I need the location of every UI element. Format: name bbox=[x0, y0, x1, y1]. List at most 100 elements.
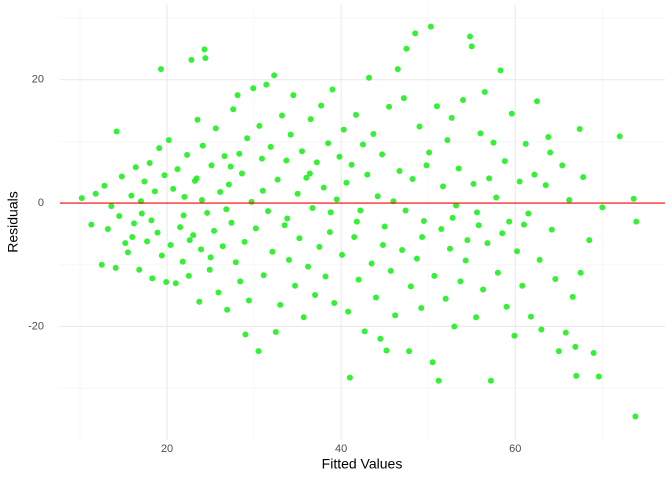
point bbox=[284, 215, 291, 222]
point bbox=[400, 95, 407, 102]
point bbox=[542, 182, 549, 189]
point bbox=[493, 194, 500, 201]
point bbox=[418, 304, 425, 311]
point bbox=[252, 225, 259, 232]
point bbox=[364, 171, 371, 178]
point bbox=[129, 234, 136, 240]
point bbox=[101, 182, 108, 189]
point bbox=[464, 237, 471, 244]
point bbox=[202, 55, 209, 62]
point bbox=[595, 373, 602, 380]
point bbox=[228, 219, 235, 226]
point bbox=[406, 348, 413, 355]
point bbox=[348, 161, 355, 168]
point bbox=[396, 167, 403, 174]
point bbox=[366, 74, 373, 81]
point bbox=[283, 157, 290, 164]
point bbox=[403, 45, 410, 52]
point bbox=[345, 308, 352, 315]
point bbox=[416, 123, 423, 130]
point bbox=[248, 198, 255, 205]
point bbox=[361, 328, 368, 335]
point bbox=[487, 377, 494, 384]
point bbox=[281, 222, 288, 229]
point bbox=[113, 128, 120, 135]
point bbox=[555, 348, 562, 355]
point bbox=[227, 163, 234, 170]
point bbox=[312, 292, 319, 298]
point bbox=[616, 133, 623, 140]
point bbox=[277, 301, 284, 308]
point bbox=[219, 243, 226, 250]
x-tick-label: 60 bbox=[509, 443, 521, 455]
point bbox=[339, 251, 346, 258]
point bbox=[204, 209, 211, 216]
point bbox=[190, 232, 197, 239]
point bbox=[144, 238, 151, 245]
point bbox=[238, 170, 245, 177]
point bbox=[199, 142, 206, 149]
point bbox=[138, 210, 145, 217]
y-tick-label: -20 bbox=[28, 320, 44, 332]
point bbox=[486, 175, 493, 182]
point bbox=[511, 332, 518, 339]
point bbox=[158, 252, 165, 259]
point bbox=[146, 159, 153, 166]
point bbox=[475, 222, 482, 229]
point bbox=[258, 155, 265, 162]
point bbox=[431, 272, 438, 279]
point bbox=[208, 162, 215, 169]
point bbox=[473, 209, 480, 216]
point bbox=[427, 23, 434, 30]
point bbox=[303, 174, 310, 181]
x-tick-label: 20 bbox=[161, 443, 173, 455]
point bbox=[343, 179, 350, 186]
point bbox=[318, 102, 325, 109]
point bbox=[177, 224, 184, 231]
point bbox=[206, 266, 213, 273]
point bbox=[108, 203, 115, 210]
point bbox=[569, 293, 576, 300]
point bbox=[387, 267, 394, 274]
y-tick-label: 20 bbox=[32, 74, 44, 86]
point bbox=[237, 278, 244, 285]
point bbox=[250, 85, 257, 92]
point bbox=[494, 269, 501, 276]
point bbox=[224, 306, 231, 313]
point bbox=[399, 246, 406, 253]
point bbox=[128, 192, 135, 199]
point bbox=[271, 72, 278, 79]
x-axis-title: Fitted Values bbox=[322, 456, 403, 472]
point bbox=[194, 116, 201, 123]
point bbox=[149, 275, 156, 282]
point bbox=[274, 176, 281, 183]
point bbox=[198, 196, 205, 203]
point bbox=[457, 278, 464, 285]
point bbox=[490, 139, 497, 146]
point bbox=[599, 204, 606, 211]
point bbox=[559, 162, 566, 169]
point bbox=[165, 137, 172, 144]
point bbox=[161, 172, 168, 179]
point bbox=[383, 347, 390, 354]
point bbox=[633, 218, 640, 225]
point bbox=[296, 235, 303, 242]
point bbox=[407, 283, 414, 290]
y-tick-label: 0 bbox=[38, 197, 44, 209]
point bbox=[294, 190, 301, 197]
point bbox=[215, 289, 222, 296]
point bbox=[412, 30, 419, 37]
point bbox=[442, 295, 449, 302]
point bbox=[580, 174, 587, 181]
point bbox=[104, 225, 111, 232]
point bbox=[501, 158, 508, 165]
point bbox=[481, 89, 488, 95]
point bbox=[577, 269, 584, 276]
point bbox=[201, 46, 208, 53]
point bbox=[255, 348, 262, 355]
point bbox=[157, 66, 164, 73]
point bbox=[148, 217, 155, 224]
point bbox=[244, 135, 251, 142]
point bbox=[174, 166, 181, 173]
point bbox=[132, 164, 139, 171]
